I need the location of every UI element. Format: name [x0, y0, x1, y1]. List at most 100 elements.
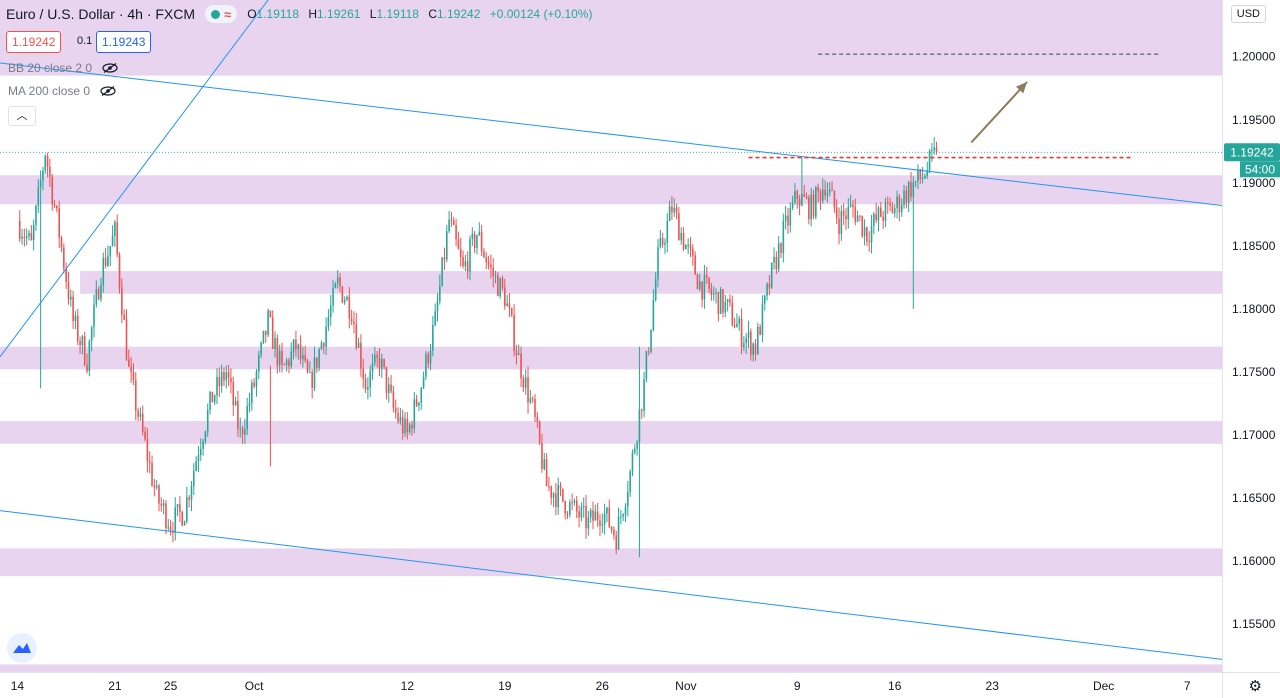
indicator-ma[interactable]: MA 200 close 0 — [8, 84, 116, 98]
candle-down — [230, 368, 232, 394]
candle-up — [917, 164, 919, 190]
candle-body — [791, 202, 794, 209]
candle-body — [322, 343, 325, 347]
gear-icon[interactable]: ⚙ — [1248, 678, 1262, 695]
indicator-bb[interactable]: BB 20 close 2 0 — [8, 61, 118, 75]
candle-up — [912, 176, 915, 309]
candle-body — [462, 256, 464, 267]
candle-body — [552, 493, 555, 498]
candle-body — [23, 237, 26, 239]
candle-up — [726, 298, 729, 312]
candle-up — [784, 205, 787, 230]
sell-price-button[interactable]: 1.19242 — [6, 31, 62, 53]
candle-down — [513, 304, 515, 357]
tradingview-logo-icon[interactable] — [7, 633, 37, 663]
candle-down — [812, 189, 815, 220]
candle-up — [573, 498, 576, 506]
spread-value: 0.1 — [77, 35, 93, 47]
candle-up — [25, 228, 28, 246]
hidden-eye-icon[interactable] — [100, 86, 116, 96]
candle-up — [914, 180, 917, 188]
low-value: 1.19118 — [376, 7, 419, 21]
candle-body — [100, 284, 102, 300]
candle-down — [694, 251, 696, 275]
candle-body — [339, 277, 341, 287]
candle-up — [828, 181, 831, 197]
candle-body — [661, 237, 664, 245]
candle-down — [898, 193, 901, 222]
candle-up — [202, 438, 204, 456]
candle-body — [128, 359, 130, 367]
candle-body — [752, 343, 754, 355]
hidden-eye-icon[interactable] — [102, 63, 118, 73]
candle-up — [884, 197, 887, 227]
candle-body — [311, 372, 313, 388]
candle-down — [689, 237, 692, 257]
collapse-indicators-button[interactable]: ︿ — [8, 106, 36, 126]
candle-up — [193, 463, 195, 496]
candle-up — [381, 353, 383, 378]
candle-down — [787, 207, 789, 234]
candle-body — [654, 279, 657, 301]
candle-body — [615, 535, 618, 550]
candle-body — [680, 232, 683, 241]
candle-up — [225, 365, 228, 389]
candle-down — [592, 501, 594, 530]
candle-body — [104, 258, 107, 266]
candle-down — [169, 519, 172, 536]
candle-up — [794, 182, 796, 205]
candle-body — [320, 343, 323, 350]
open-value: 1.19118 — [256, 7, 300, 21]
candle-body — [659, 237, 662, 247]
currency-selector[interactable]: USD — [1230, 5, 1266, 23]
candle-body — [457, 239, 460, 249]
candle-up — [93, 294, 95, 338]
candle-body — [385, 367, 388, 393]
candle-up — [657, 239, 659, 288]
candle-down — [585, 494, 587, 539]
candle-down — [151, 455, 153, 487]
candle-up — [896, 190, 898, 219]
symbol-title[interactable]: Euro / U.S. Dollar · 4h · FXCM — [6, 6, 196, 22]
candle-down — [443, 247, 446, 270]
candle-up — [432, 316, 434, 357]
candle-down — [146, 428, 149, 473]
buy-price-button[interactable]: 1.19243 — [96, 31, 152, 53]
candle-down — [65, 262, 67, 289]
market-status[interactable]: ≈ — [205, 5, 238, 23]
candle-down — [935, 141, 938, 155]
candle-down — [497, 272, 499, 297]
candle-up — [933, 137, 935, 155]
candle-body — [278, 350, 281, 366]
candle-body — [794, 191, 796, 203]
candle-down — [868, 231, 871, 252]
candle-body — [815, 186, 817, 217]
candle-down — [269, 310, 272, 467]
candle-body — [624, 506, 627, 515]
candle-body — [58, 208, 60, 238]
candle-body — [139, 413, 142, 417]
candle-body — [606, 507, 608, 514]
candle-up — [183, 520, 186, 526]
candle-body — [582, 505, 585, 508]
candle-up — [334, 281, 337, 289]
candle-up — [302, 346, 304, 368]
candle-body — [25, 236, 28, 238]
candle-up — [260, 341, 262, 359]
candle-down — [578, 505, 580, 528]
candle-body — [37, 186, 40, 206]
candle-up — [928, 148, 931, 174]
candle-down — [415, 394, 418, 408]
candle-body — [476, 235, 478, 248]
candle-body — [121, 287, 123, 316]
candle-down — [56, 205, 58, 213]
candle-body — [592, 510, 594, 521]
candle-up — [652, 289, 655, 332]
candle-up — [594, 504, 597, 521]
candle-body — [316, 357, 318, 368]
candle-body — [747, 331, 750, 338]
candle-down — [378, 348, 381, 377]
candle-body — [692, 248, 694, 256]
candle-down — [364, 373, 367, 393]
